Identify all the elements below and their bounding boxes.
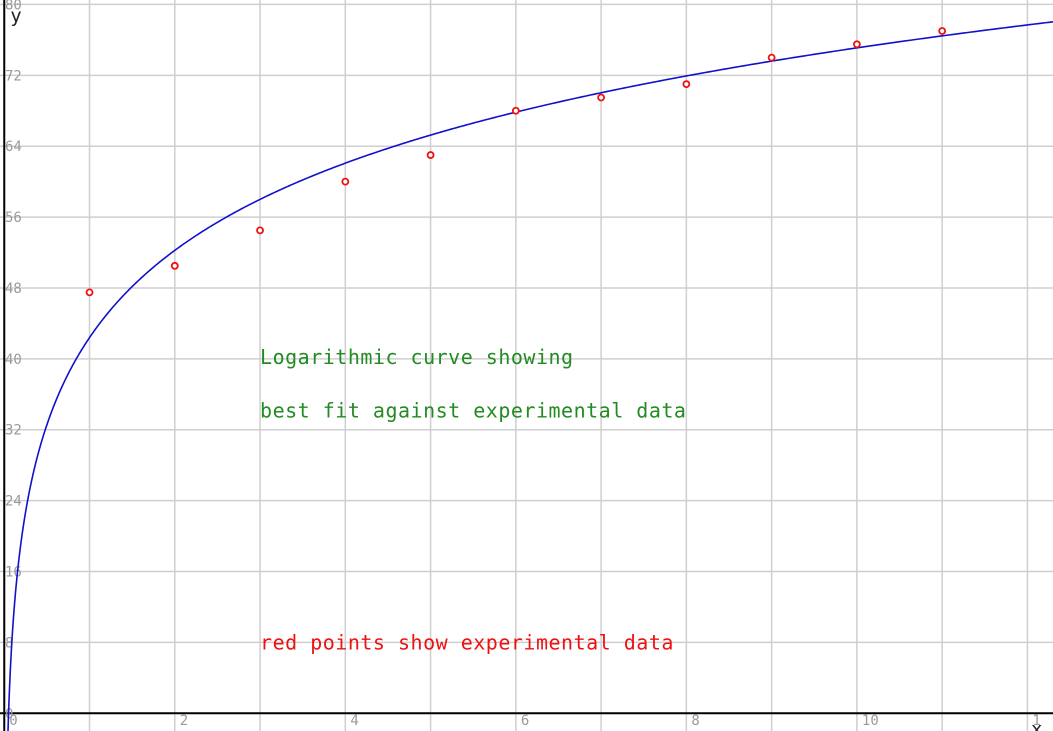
y-tick-label: 72 <box>5 68 22 84</box>
y-tick-label: 80 <box>5 0 22 13</box>
y-tick-label: 56 <box>5 210 22 226</box>
x-tick-label: 1 <box>1032 713 1040 729</box>
data-point <box>938 27 947 35</box>
y-axis-label: y <box>10 5 21 27</box>
x-tick-label: 4 <box>350 713 358 729</box>
annotation-curve-subtitle: best fit against experimental data <box>260 398 686 422</box>
data-point <box>256 226 264 235</box>
data-point <box>597 93 606 102</box>
x-tick-label: 0 <box>9 713 17 729</box>
y-tick-label: 32 <box>5 423 22 439</box>
y-tick-label: 48 <box>5 281 22 297</box>
y-tick-label: 16 <box>5 565 22 581</box>
data-point <box>511 106 520 115</box>
experimental-points <box>85 27 947 297</box>
x-tick-label: 6 <box>521 713 529 729</box>
x-tick-label: 8 <box>691 713 699 729</box>
data-point <box>767 53 776 62</box>
data-point <box>682 80 691 89</box>
y-tick-label: 40 <box>5 352 22 368</box>
data-point <box>341 177 350 186</box>
x-tick-label: 10 <box>862 713 879 729</box>
data-point <box>85 288 94 297</box>
data-point <box>852 40 861 49</box>
log-fit-curve <box>7 21 1053 731</box>
data-point <box>170 261 179 270</box>
y-tick-label: 24 <box>5 494 22 510</box>
annotation-curve-title: Logarithmic curve showing <box>260 345 574 369</box>
y-tick-label: 8 <box>5 635 13 651</box>
x-tick-label: 2 <box>180 713 188 729</box>
data-point <box>426 151 435 159</box>
x-axis-label: x <box>1031 718 1042 731</box>
y-tick-label: 64 <box>5 139 22 155</box>
annotation-points-note: red points show experimental data <box>260 630 674 654</box>
